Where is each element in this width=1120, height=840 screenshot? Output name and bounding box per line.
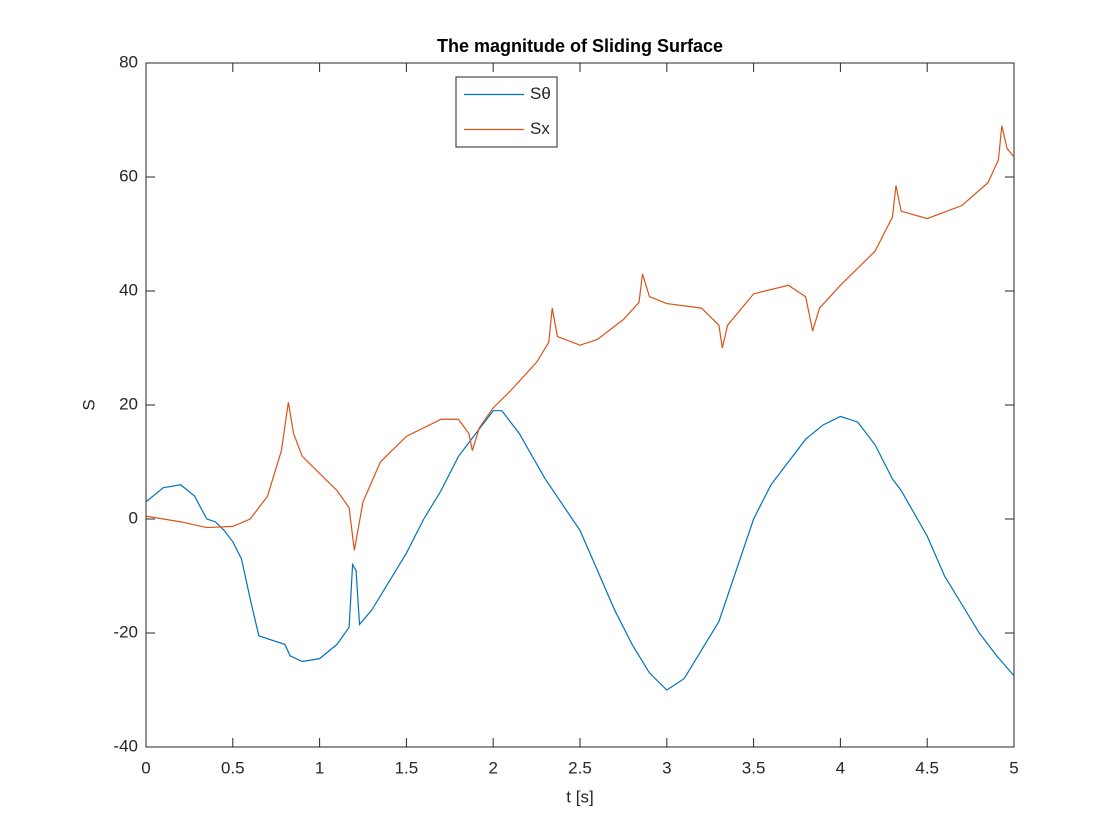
y-tick-label: 0 xyxy=(129,508,138,527)
x-tick-label: 5 xyxy=(1009,758,1018,777)
x-tick-label: 2.5 xyxy=(568,758,592,777)
y-axis-label: S xyxy=(79,399,98,410)
y-tick-label: 60 xyxy=(119,166,138,185)
series-line xyxy=(145,410,1015,691)
x-tick-label: 1 xyxy=(315,758,324,777)
x-tick-label: 4.5 xyxy=(915,758,939,777)
x-tick-label: 0 xyxy=(141,758,150,777)
y-tick-label: -40 xyxy=(113,736,138,755)
y-tick-label: 20 xyxy=(119,394,138,413)
x-tick-label: 2 xyxy=(488,758,497,777)
y-tick-label: 40 xyxy=(119,280,138,299)
series-line xyxy=(145,125,1015,551)
x-axis-label: t [s] xyxy=(566,787,593,806)
y-tick-label: -20 xyxy=(113,622,138,641)
chart-title: The magnitude of Sliding Surface xyxy=(437,36,723,56)
y-tick-label: 80 xyxy=(119,52,138,71)
x-tick-label: 1.5 xyxy=(395,758,419,777)
x-tick-label: 4 xyxy=(836,758,845,777)
x-tick-label: 3.5 xyxy=(742,758,766,777)
x-tick-label: 3 xyxy=(662,758,671,777)
plot-area xyxy=(145,62,1015,748)
legend-box xyxy=(455,76,558,148)
x-tick-label: 0.5 xyxy=(221,758,245,777)
legend-label: Sθ xyxy=(530,84,551,103)
legend-label: Sx xyxy=(530,119,550,138)
